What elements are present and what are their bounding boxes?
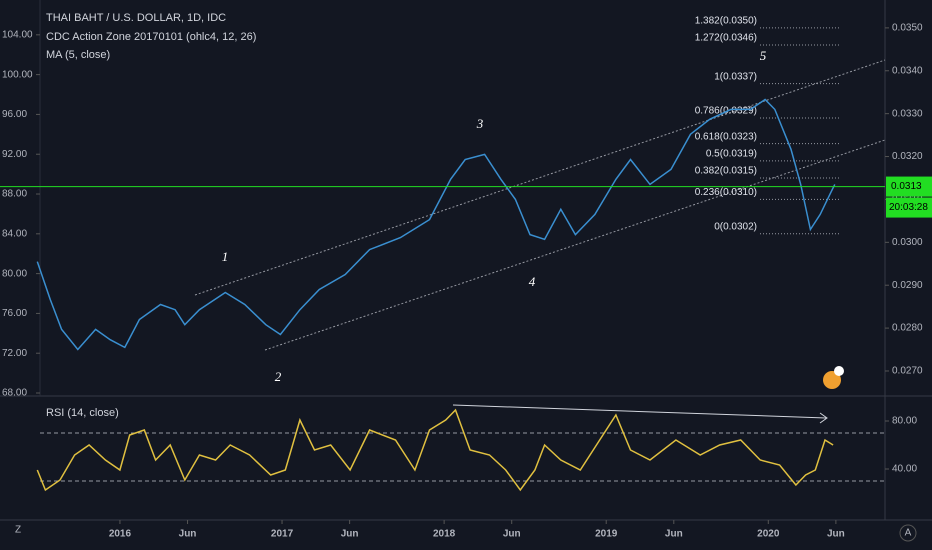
price-line [36,98,836,351]
timezone-button[interactable]: Z [15,525,21,536]
rsi-title: RSI (14, close) [46,407,119,419]
y-tick-label: 92.00 [2,149,27,160]
y2-tick-label: 0.0350 [892,23,923,34]
countdown-box [886,197,932,218]
x-tick-label: 2017 [271,529,294,540]
event-icon[interactable] [823,371,841,389]
y-tick-label: 104.00 [2,29,33,40]
fib-label: 0(0.0302) [714,221,757,232]
x-tick-label: Jun [503,529,521,540]
x-tick-label: 2019 [595,529,618,540]
y2-tick-label: 0.0330 [892,108,923,119]
last-price-label: 0.0313 [891,181,922,192]
y2-tick-label: 0.0270 [892,366,923,377]
y-tick-label: 40.00 [892,464,917,475]
y-tick-label: 80.00 [2,268,27,279]
y-tick-label: 100.00 [2,69,33,80]
x-tick-label: Jun [665,529,683,540]
fib-label: 1(0.0337) [714,71,757,82]
y-tick-label: 96.00 [2,109,27,120]
indicator-label: CDC Action Zone 20170101 (ohlc4, 12, 26) [46,31,256,43]
y2-tick-label: 0.0320 [892,151,923,162]
x-tick-label: Jun [341,529,359,540]
x-tick-label: 2020 [757,529,780,540]
wave-label: 4 [529,274,536,289]
y2-tick-label: 0.0290 [892,280,923,291]
x-tick-label: 2016 [109,529,132,540]
indicator-label: MA (5, close) [46,49,110,61]
divergence-line [452,404,827,419]
y-tick-label: 68.00 [2,388,27,399]
y-tick-label: 72.00 [2,348,27,359]
fib-label: 1.382(0.0350) [695,16,757,27]
y2-tick-label: 0.0340 [892,65,923,76]
countdown-label: 20:03:28 [889,202,928,213]
event-badge [834,366,844,376]
y-tick-label: 76.00 [2,308,27,319]
channel-upper [194,59,886,296]
divergence-arrowhead [819,412,828,424]
x-tick-label: Jun [827,529,845,540]
wave-label: 1 [222,249,229,264]
fib-label: 0.618(0.0323) [695,131,757,142]
auto-scale-button[interactable] [899,524,917,542]
auto-scale-label: A [905,528,912,539]
fib-label: 1.272(0.0346) [695,33,757,44]
y2-tick-label: 0.0280 [892,323,923,334]
price-line [36,408,834,492]
wave-label: 5 [760,48,767,63]
channel-lower [264,139,886,351]
y2-tick-label: 0.0300 [892,237,923,248]
y-tick-label: 80.00 [892,416,917,427]
fib-label: 0.382(0.0315) [695,166,757,177]
wave-label: 3 [476,116,484,131]
fib-label: 0.5(0.0319) [706,148,757,159]
y-tick-label: 84.00 [2,228,27,239]
last-price-box [886,176,932,197]
x-tick-label: Jun [179,529,197,540]
fib-label: 0.236(0.0310) [695,187,757,198]
x-tick-label: 2018 [433,529,456,540]
wave-label: 2 [275,369,282,384]
chart-title: THAI BAHT / U.S. DOLLAR, 1D, IDC [46,12,226,24]
y-tick-label: 88.00 [2,189,27,200]
